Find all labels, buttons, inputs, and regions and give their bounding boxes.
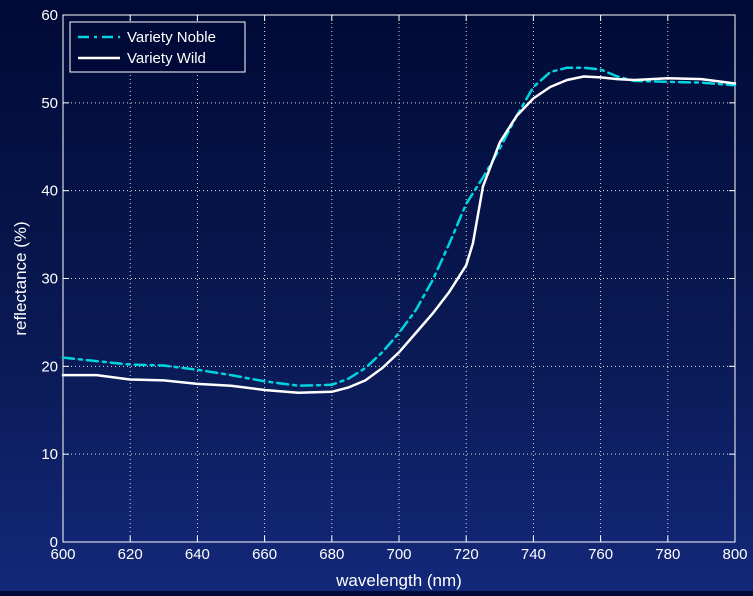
y-tick-label: 20 <box>41 358 58 375</box>
y-tick-label: 60 <box>41 7 58 24</box>
legend: Variety Noble Variety Wild <box>69 21 246 73</box>
x-tick-label: 800 <box>722 546 747 563</box>
y-tick-label: 0 <box>50 534 58 551</box>
legend-label-noble: Variety Noble <box>127 29 216 46</box>
x-tick-label: 700 <box>386 546 411 563</box>
y-tick-label: 50 <box>41 95 58 112</box>
y-tick-label: 30 <box>41 271 58 288</box>
x-tick-label: 720 <box>454 546 479 563</box>
x-tick-label: 680 <box>319 546 344 563</box>
series-layer <box>61 66 737 394</box>
grid-layer <box>63 15 735 542</box>
x-tick-label: 600 <box>50 546 75 563</box>
x-tick-label: 660 <box>252 546 277 563</box>
x-tick-label: 760 <box>588 546 613 563</box>
x-tick-label: 620 <box>118 546 143 563</box>
x-tick-label: 640 <box>185 546 210 563</box>
y-tick-label: 10 <box>41 446 58 463</box>
series-line-1 <box>61 75 737 394</box>
ticks-layer: 600 620 640 660 680 700 720 740 760 780 800 0 10 20 30… <box>41 7 747 563</box>
x-tick-label: 740 <box>521 546 546 563</box>
legend-label-wild: Variety Wild <box>127 50 206 67</box>
series-line-0 <box>61 66 737 387</box>
y-tick-label: 40 <box>41 183 58 200</box>
x-axis-label: wavelength (nm) <box>335 571 462 590</box>
x-tick-label: 780 <box>655 546 680 563</box>
legend-box <box>69 21 246 73</box>
y-axis-label: reflectance (%) <box>11 221 30 335</box>
